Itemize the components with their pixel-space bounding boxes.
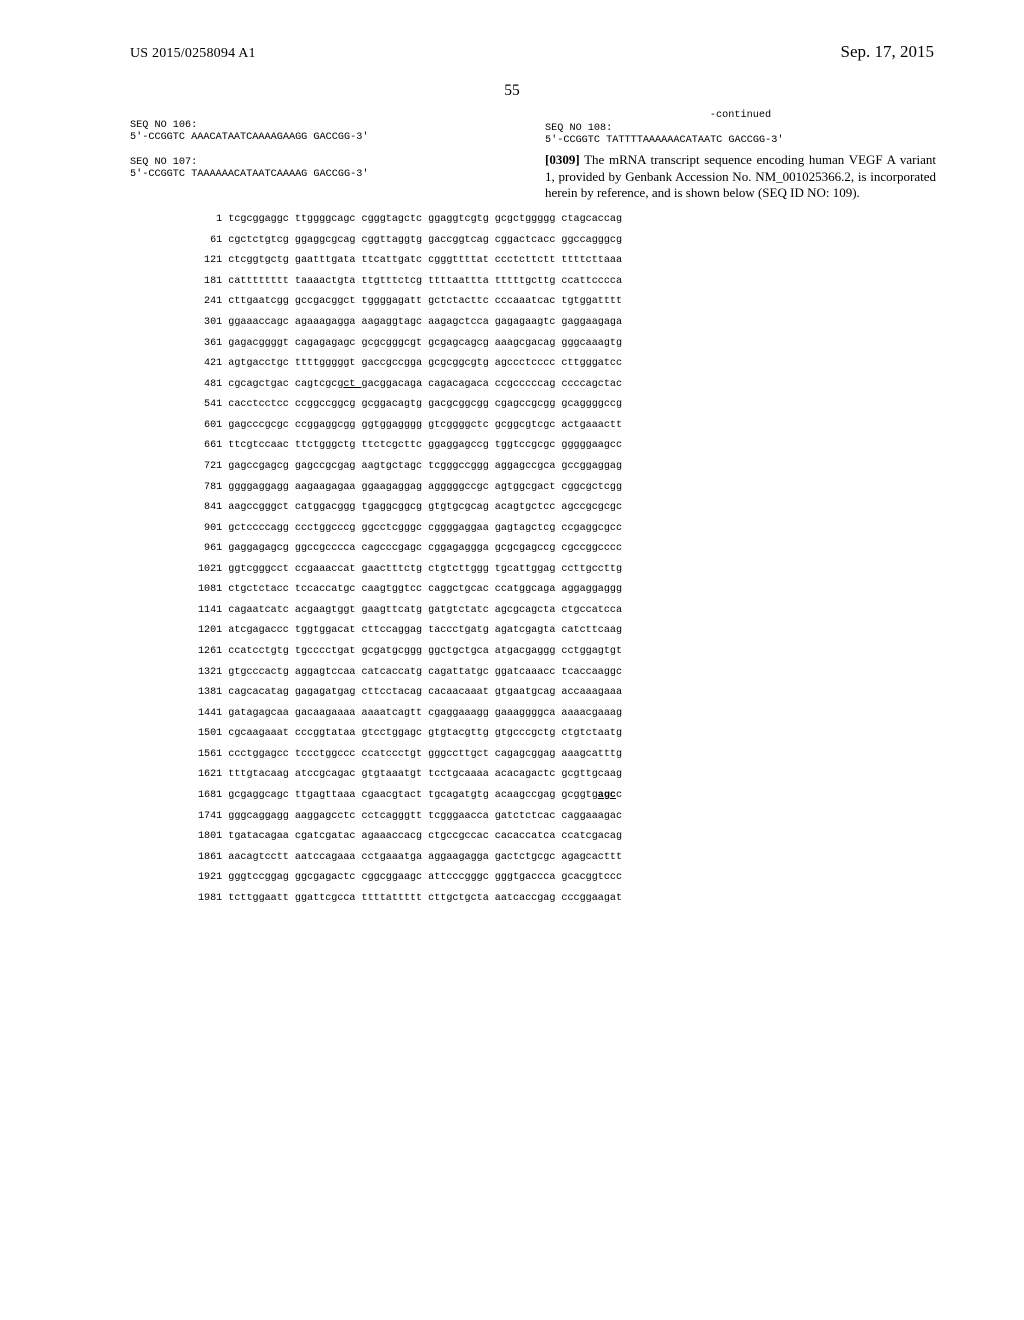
right-column: -continued SEQ NO 108: 5'-CCGGTC TATTTTA…: [545, 106, 936, 201]
paragraph-number: [0309]: [545, 152, 580, 167]
sequence-listing: 1 tcgcggaggc ttggggcagc cgggtagctc ggagg…: [0, 215, 1024, 904]
seq-line: 5'-CCGGTC AAACATAATCAAAAGAAGG GACCGG-3': [130, 132, 368, 143]
seq-line: 5'-CCGGTC TAAAAAACATAATCAAAAG GACCGG-3': [130, 169, 368, 180]
page-header: US 2015/0258094 A1 Sep. 17, 2015: [0, 0, 1024, 70]
seq-no-108: SEQ NO 108: 5'-CCGGTC TATTTTAAAAAACATAAT…: [545, 123, 936, 146]
seq-label: SEQ NO 108:: [545, 123, 612, 134]
two-column-region: SEQ NO 106: 5'-CCGGTC AAACATAATCAAAAGAAG…: [0, 106, 1024, 201]
paragraph-0309: [0309] The mRNA transcript sequence enco…: [545, 152, 936, 201]
seq-no-106: SEQ NO 106: 5'-CCGGTC AAACATAATCAAAAGAAG…: [130, 120, 521, 143]
seq-line: 5'-CCGGTC TATTTTAAAAAACATAATC GACCGG-3': [545, 135, 783, 146]
continued-marker: -continued: [545, 110, 936, 121]
left-column: SEQ NO 106: 5'-CCGGTC AAACATAATCAAAAGAAG…: [130, 106, 521, 201]
publication-date: Sep. 17, 2015: [841, 42, 935, 62]
seq-no-107: SEQ NO 107: 5'-CCGGTC TAAAAAACATAATCAAAA…: [130, 157, 521, 180]
seq-label: SEQ NO 106:: [130, 120, 197, 131]
page-number: 55: [0, 82, 1024, 100]
paragraph-text: The mRNA transcript sequence encoding hu…: [545, 152, 936, 200]
seq-label: SEQ NO 107:: [130, 157, 197, 168]
publication-number: US 2015/0258094 A1: [130, 46, 256, 62]
